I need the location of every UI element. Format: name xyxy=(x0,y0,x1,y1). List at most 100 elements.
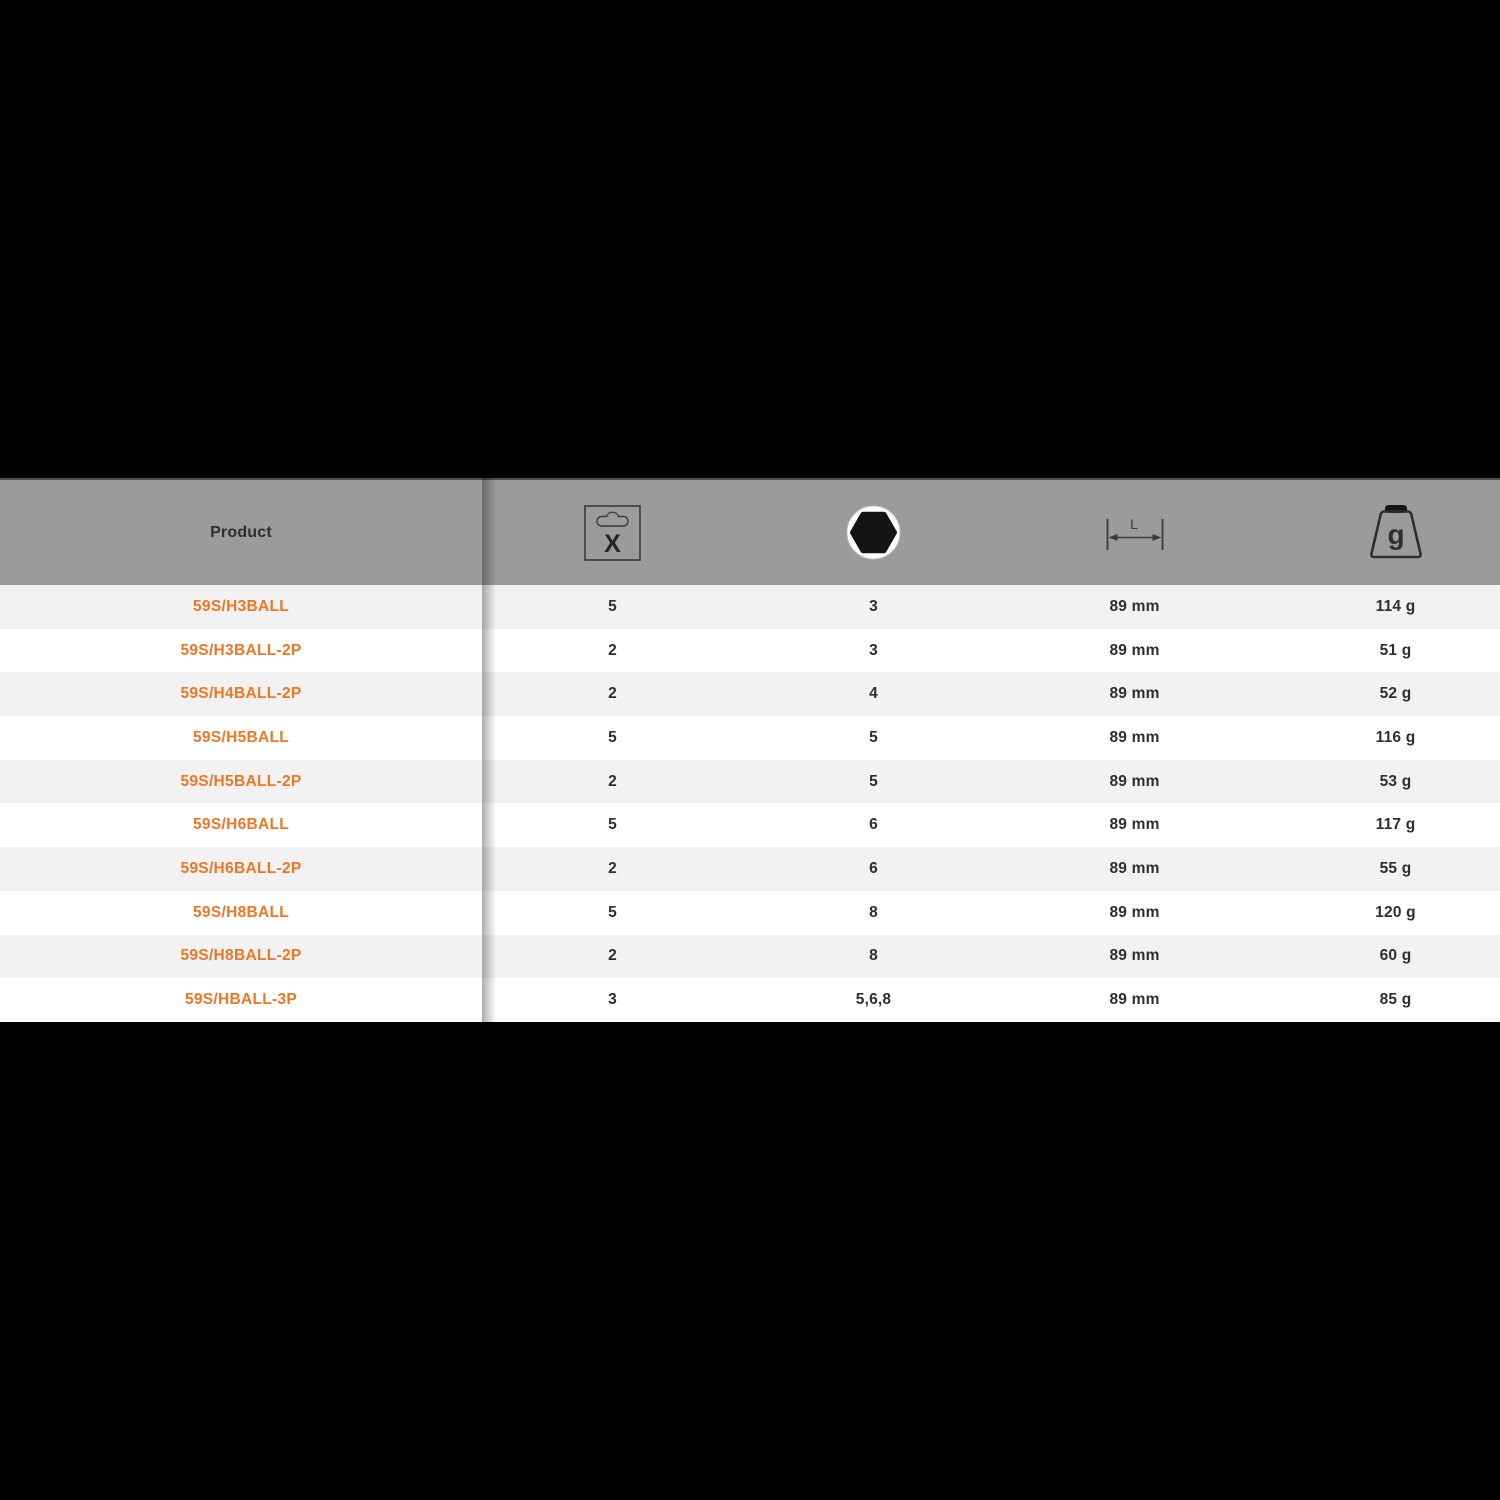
pack-quantity-value: 5 xyxy=(608,903,617,921)
table-row: 59S/HBALL-3P 3 5,6,8 89 mm 85 g xyxy=(0,978,1500,1022)
table-row: 59S/H5BALL 5 5 89 mm 116 g xyxy=(0,716,1500,760)
pack-quantity-value: 3 xyxy=(608,991,617,1009)
weight-value: 53 g xyxy=(1379,772,1412,790)
table-row: 59S/H8BALL-2P 2 8 89 mm 60 g xyxy=(0,934,1500,979)
pack-quantity-cell: 3 xyxy=(482,978,743,1022)
length-cell: 89 mm xyxy=(1004,672,1265,716)
weight-value: 60 g xyxy=(1379,947,1412,965)
hex-size-value: 5 xyxy=(869,772,878,790)
table-row: 59S/H3BALL-2P 2 3 89 mm 51 g xyxy=(0,628,1500,673)
length-cell: 89 mm xyxy=(1004,978,1265,1022)
pack-quantity-cell: 5 xyxy=(482,803,743,847)
pack-quantity-cell: 2 xyxy=(482,847,743,891)
product-link[interactable]: 59S/H6BALL-2P xyxy=(180,859,302,877)
hex-size-value: 3 xyxy=(869,597,878,615)
pack-quantity-value: 5 xyxy=(608,816,617,834)
hex-size-cell: 5,6,8 xyxy=(743,978,1004,1022)
pack-quantity-glyph: X xyxy=(604,530,621,558)
pack-quantity-value: 5 xyxy=(608,597,617,615)
scrollbar-corner xyxy=(1484,1018,1500,1022)
product-link[interactable]: 59S/H5BALL-2P xyxy=(180,772,302,790)
length-cell: 89 mm xyxy=(1004,760,1265,804)
product-cell: 59S/H4BALL-2P xyxy=(0,672,482,716)
pack-quantity-value: 2 xyxy=(608,772,617,790)
pack-quantity-value: 2 xyxy=(608,685,617,703)
column-header-weight: g xyxy=(1265,480,1500,585)
hex-size-cell: 8 xyxy=(743,935,1004,979)
weight-cell: 52 g xyxy=(1265,672,1500,716)
hex-size-cell: 3 xyxy=(743,585,1004,629)
weight-cell: 117 g xyxy=(1265,803,1500,847)
hex-size-value: 6 xyxy=(869,816,878,834)
product-spec-table: Product X xyxy=(0,478,1500,1022)
column-header-product: Product xyxy=(0,480,482,585)
product-cell: 59S/H5BALL xyxy=(0,716,482,760)
hex-size-cell: 6 xyxy=(743,847,1004,891)
length-cell: 89 mm xyxy=(1004,803,1265,847)
product-cell: 59S/H5BALL-2P xyxy=(0,760,482,804)
hex-size-cell: 4 xyxy=(743,672,1004,716)
length-value: 89 mm xyxy=(1109,685,1160,703)
column-header-pack-quantity: X xyxy=(482,480,743,585)
product-link[interactable]: 59S/H6BALL xyxy=(192,816,290,834)
hex-size-cell: 3 xyxy=(743,629,1004,673)
pack-quantity-cell: 5 xyxy=(482,891,743,935)
pack-quantity-value: 5 xyxy=(608,728,617,746)
pack-quantity-cell: 5 xyxy=(482,716,743,760)
length-value: 89 mm xyxy=(1109,597,1160,615)
hex-size-value: 5,6,8 xyxy=(855,991,892,1009)
product-link[interactable]: 59S/HBALL-3P xyxy=(184,991,298,1009)
hex-size-value: 3 xyxy=(869,641,878,659)
hex-size-cell: 5 xyxy=(743,760,1004,804)
product-link[interactable]: 59S/H8BALL xyxy=(192,903,290,921)
table-row: 59S/H6BALL 5 6 89 mm 117 g xyxy=(0,803,1500,848)
weight-value: 51 g xyxy=(1379,641,1412,659)
product-column-label: Product xyxy=(210,523,272,541)
table-row: 59S/H5BALL-2P 2 5 89 mm 53 g xyxy=(0,759,1500,804)
weight-cell: 116 g xyxy=(1265,716,1500,760)
pack-quantity-cell: 5 xyxy=(482,585,743,629)
weight-value: 85 g xyxy=(1379,991,1412,1009)
product-link[interactable]: 59S/H5BALL xyxy=(192,728,290,746)
weight-cell: 53 g xyxy=(1265,760,1500,804)
weight-cell: 85 g xyxy=(1265,978,1500,1022)
weight-value: 114 g xyxy=(1375,597,1416,615)
weight-cell: 120 g xyxy=(1265,891,1500,935)
length-value: 89 mm xyxy=(1109,772,1160,790)
pack-quantity-value: 2 xyxy=(608,859,617,877)
blister-pack-icon: X xyxy=(584,504,641,561)
length-value: 89 mm xyxy=(1109,903,1160,921)
hex-size-value: 8 xyxy=(869,947,878,965)
table-body: 59S/H3BALL 5 3 89 mm 114 g 59S/H3BALL-2P… xyxy=(0,585,1500,1022)
hex-size-cell: 8 xyxy=(743,891,1004,935)
weight-value: 120 g xyxy=(1375,903,1416,921)
length-value: 89 mm xyxy=(1109,991,1160,1009)
product-link[interactable]: 59S/H3BALL xyxy=(192,597,290,615)
weight-value: 52 g xyxy=(1379,685,1412,703)
table-header-row: Product X xyxy=(0,478,1500,585)
length-value: 89 mm xyxy=(1109,859,1160,877)
length-cell: 89 mm xyxy=(1004,716,1265,760)
table-row: 59S/H8BALL 5 8 89 mm 120 g xyxy=(0,890,1500,935)
weight-value: 55 g xyxy=(1379,859,1412,877)
length-value: 89 mm xyxy=(1109,641,1160,659)
table-row: 59S/H3BALL 5 3 89 mm 114 g xyxy=(0,585,1500,629)
table-row: 59S/H4BALL-2P 2 4 89 mm 52 g xyxy=(0,672,1500,717)
product-link[interactable]: 59S/H8BALL-2P xyxy=(180,947,302,965)
weight-value: 117 g xyxy=(1375,816,1416,834)
product-cell: 59S/H8BALL xyxy=(0,891,482,935)
pack-quantity-value: 2 xyxy=(608,641,617,659)
pack-quantity-cell: 2 xyxy=(482,672,743,716)
weight-cell: 114 g xyxy=(1265,585,1500,629)
hex-socket-icon xyxy=(846,505,901,560)
length-cell: 89 mm xyxy=(1004,585,1265,629)
column-header-hex-size xyxy=(743,480,1004,585)
product-link[interactable]: 59S/H4BALL-2P xyxy=(180,685,302,703)
length-glyph: L xyxy=(1130,516,1138,532)
product-cell: 59S/H3BALL-2P xyxy=(0,629,482,673)
length-value: 89 mm xyxy=(1109,816,1160,834)
weight-cell: 55 g xyxy=(1265,847,1500,891)
product-link[interactable]: 59S/H3BALL-2P xyxy=(180,641,302,659)
weight-value: 116 g xyxy=(1375,728,1416,746)
